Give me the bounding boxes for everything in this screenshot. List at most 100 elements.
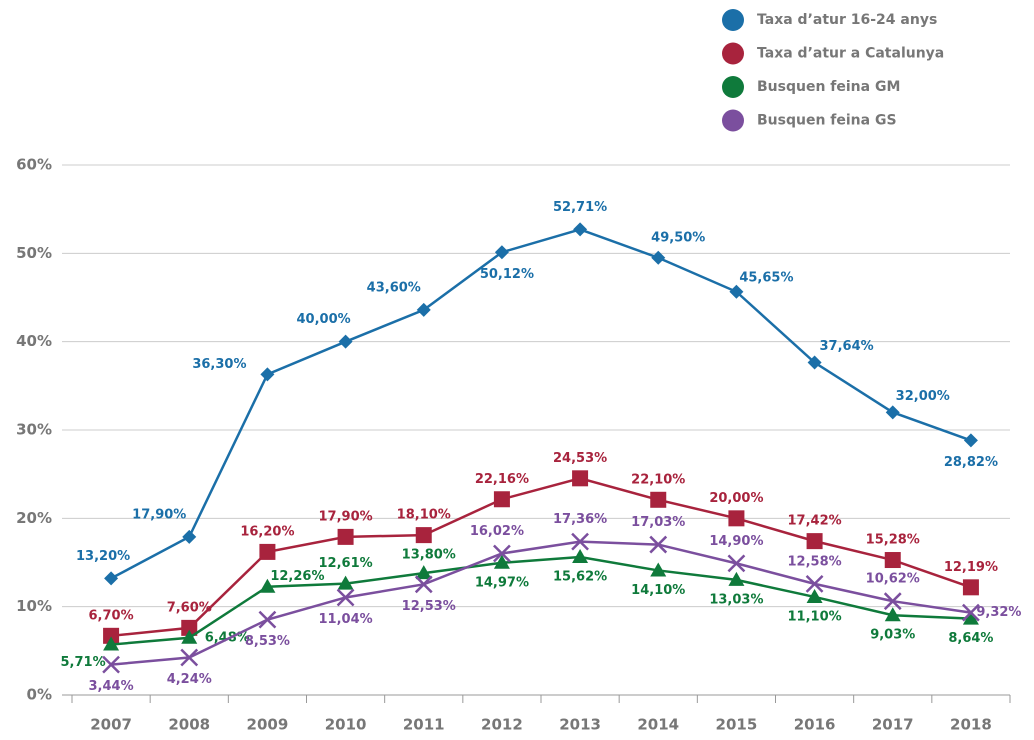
marker bbox=[650, 491, 667, 508]
data-label: 52,71% bbox=[553, 200, 607, 215]
marker bbox=[336, 588, 355, 607]
marker bbox=[962, 603, 980, 622]
x-tick-label: 2012 bbox=[481, 716, 523, 734]
x-tick-label: 2010 bbox=[325, 716, 367, 734]
data-label: 17,42% bbox=[788, 514, 842, 529]
y-tick-label: 0% bbox=[27, 686, 52, 704]
marker bbox=[104, 571, 119, 586]
data-label: 16,02% bbox=[470, 524, 524, 539]
marker bbox=[494, 245, 509, 260]
marker bbox=[493, 491, 510, 508]
series-line bbox=[110, 228, 972, 580]
data-label: 7,60% bbox=[167, 600, 212, 615]
series-line bbox=[110, 555, 971, 646]
data-label: 24,53% bbox=[553, 451, 607, 466]
marker bbox=[728, 510, 745, 527]
data-label: 14,97% bbox=[475, 575, 529, 590]
marker bbox=[260, 367, 275, 382]
marker bbox=[572, 549, 589, 564]
data-label: 28,82% bbox=[944, 455, 998, 470]
data-label: 37,64% bbox=[820, 339, 874, 354]
x-tick-label: 2014 bbox=[637, 716, 679, 734]
series-line bbox=[110, 540, 972, 666]
marker bbox=[650, 562, 667, 577]
marker bbox=[337, 575, 354, 590]
data-label: 14,90% bbox=[709, 534, 763, 549]
marker bbox=[806, 533, 823, 550]
legend-swatch bbox=[722, 42, 744, 65]
marker bbox=[885, 405, 900, 420]
marker bbox=[962, 579, 979, 596]
data-label: 12,19% bbox=[944, 560, 998, 575]
data-label: 17,36% bbox=[553, 512, 607, 527]
marker bbox=[728, 571, 745, 586]
marker bbox=[337, 528, 354, 545]
y-tick-label: 20% bbox=[16, 509, 52, 527]
marker bbox=[258, 610, 277, 629]
marker bbox=[651, 250, 666, 265]
x-tick-label: 2018 bbox=[950, 716, 992, 734]
data-label: 12,53% bbox=[402, 599, 456, 614]
data-label: 22,16% bbox=[475, 472, 529, 487]
marker bbox=[181, 629, 198, 644]
marker bbox=[884, 552, 901, 569]
data-label: 49,50% bbox=[651, 230, 705, 245]
data-label: 20,00% bbox=[709, 491, 763, 506]
marker bbox=[414, 575, 433, 594]
marker bbox=[805, 574, 824, 593]
data-label: 4,24% bbox=[167, 672, 212, 687]
data-label: 12,58% bbox=[788, 554, 842, 569]
marker bbox=[884, 607, 901, 622]
legend-swatch bbox=[722, 9, 744, 31]
x-tick-label: 2015 bbox=[716, 716, 758, 734]
marker bbox=[883, 592, 902, 611]
marker bbox=[181, 619, 198, 636]
data-label: 6,70% bbox=[89, 608, 134, 623]
data-label: 14,10% bbox=[631, 583, 685, 598]
x-tick-label: 2017 bbox=[872, 716, 914, 734]
data-label: 17,90% bbox=[132, 507, 186, 522]
data-label: 15,62% bbox=[553, 570, 607, 585]
marker bbox=[259, 543, 276, 560]
marker bbox=[180, 648, 199, 667]
marker bbox=[962, 610, 979, 625]
data-label: 8,64% bbox=[948, 631, 993, 646]
x-tick-label: 2009 bbox=[247, 716, 289, 734]
data-label: 17,90% bbox=[319, 509, 373, 524]
marker bbox=[103, 627, 120, 644]
y-tick-label: 60% bbox=[16, 156, 52, 174]
marker bbox=[649, 535, 668, 554]
data-label: 40,00% bbox=[297, 312, 351, 327]
data-label: 50,12% bbox=[480, 267, 534, 282]
data-label: 12,26% bbox=[270, 569, 324, 584]
data-label: 11,10% bbox=[788, 609, 842, 624]
data-label: 13,80% bbox=[402, 548, 456, 563]
x-tick-label: 2016 bbox=[794, 716, 836, 734]
marker bbox=[963, 433, 978, 448]
y-tick-label: 40% bbox=[16, 332, 52, 350]
marker bbox=[415, 527, 432, 544]
legend-swatch bbox=[722, 109, 744, 132]
series-line bbox=[110, 477, 972, 638]
marker bbox=[338, 334, 353, 349]
legend-label: Busquen feina GS bbox=[757, 113, 897, 129]
marker bbox=[806, 588, 823, 603]
data-label: 5,71% bbox=[61, 655, 106, 670]
marker bbox=[102, 655, 120, 674]
x-tick-label: 2007 bbox=[90, 716, 132, 734]
marker bbox=[571, 532, 589, 551]
marker bbox=[493, 544, 511, 563]
legend-label: Taxa d’atur 16-24 anys bbox=[757, 12, 937, 28]
data-label: 10,62% bbox=[866, 572, 920, 587]
data-label: 13,20% bbox=[76, 549, 130, 564]
marker bbox=[493, 554, 510, 569]
data-label: 9,32% bbox=[976, 605, 1021, 620]
marker bbox=[182, 529, 197, 544]
data-label: 11,04% bbox=[319, 612, 373, 627]
marker bbox=[807, 355, 822, 370]
data-label: 3,44% bbox=[89, 679, 134, 694]
data-label: 13,03% bbox=[709, 592, 763, 607]
marker bbox=[415, 565, 432, 580]
marker bbox=[416, 302, 431, 317]
